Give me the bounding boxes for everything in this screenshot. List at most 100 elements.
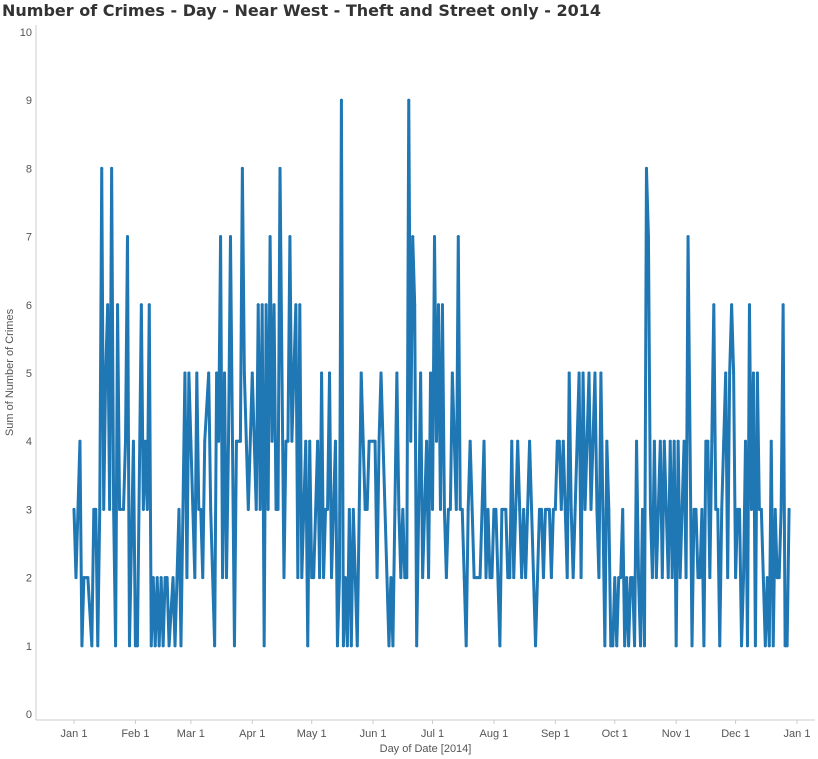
data-point — [763, 644, 767, 648]
data-point — [440, 303, 444, 307]
y-tick-label: 10 — [20, 27, 32, 39]
data-point — [213, 644, 217, 648]
data-point — [355, 644, 359, 648]
data-point — [219, 235, 223, 239]
data-point — [484, 576, 488, 580]
x-tick-label: Jul 1 — [421, 728, 444, 740]
data-point — [591, 439, 595, 443]
data-point — [615, 644, 619, 648]
data-point — [623, 644, 627, 648]
data-point — [80, 644, 84, 648]
data-point — [232, 644, 236, 648]
data-point — [280, 371, 284, 375]
data-point — [522, 507, 526, 511]
data-point — [330, 576, 334, 580]
data-point — [250, 371, 254, 375]
data-point — [504, 507, 508, 511]
data-point — [743, 439, 747, 443]
data-point — [345, 644, 349, 648]
y-axis-title: Sum of Number of Crimes — [4, 308, 16, 436]
data-point — [561, 439, 565, 443]
data-point — [702, 644, 706, 648]
data-point — [742, 576, 746, 580]
data-point — [767, 644, 771, 648]
data-point — [650, 576, 654, 580]
data-point — [486, 507, 490, 511]
data-point — [436, 303, 440, 307]
data-point — [688, 439, 692, 443]
data-point — [331, 507, 335, 511]
data-point — [347, 507, 351, 511]
data-point — [734, 576, 738, 580]
data-point — [359, 371, 363, 375]
y-tick-label: 9 — [26, 95, 32, 107]
x-tick-label: Nov 1 — [662, 728, 691, 740]
data-point — [431, 507, 435, 511]
data-point — [242, 371, 246, 375]
data-point — [256, 303, 260, 307]
x-tick-label: Jan 1 — [61, 728, 88, 740]
data-point — [391, 644, 395, 648]
data-point — [452, 439, 456, 443]
data-point — [676, 439, 680, 443]
data-point — [124, 439, 128, 443]
data-point — [415, 644, 419, 648]
data-point — [419, 371, 423, 375]
data-point — [333, 439, 337, 443]
data-point — [335, 644, 339, 648]
data-point — [468, 439, 472, 443]
data-point — [718, 644, 722, 648]
data-point — [605, 439, 609, 443]
data-point — [520, 576, 524, 580]
data-point — [387, 644, 391, 648]
data-point — [745, 644, 749, 648]
data-point — [728, 371, 732, 375]
data-point — [597, 576, 601, 580]
y-axis-ticks: 0 1 2 3 4 5 6 7 8 9 10 — [20, 27, 32, 721]
data-point — [96, 644, 100, 648]
data-point — [110, 166, 114, 170]
data-point — [490, 576, 494, 580]
data-point — [225, 576, 229, 580]
data-point — [106, 303, 110, 307]
data-point — [686, 235, 690, 239]
data-point — [434, 439, 438, 443]
data-point — [421, 576, 425, 580]
data-point — [498, 644, 502, 648]
data-point — [377, 439, 381, 443]
data-point — [326, 507, 330, 511]
data-point — [379, 371, 383, 375]
y-tick-label: 5 — [26, 368, 32, 380]
data-point — [749, 507, 753, 511]
x-tick-label: Jun 1 — [360, 728, 387, 740]
data-point — [516, 439, 520, 443]
data-point — [730, 303, 734, 307]
data-point — [292, 371, 296, 375]
data-point — [514, 507, 518, 511]
data-point — [389, 576, 393, 580]
data-point — [557, 439, 561, 443]
data-point — [306, 644, 310, 648]
data-point — [244, 439, 248, 443]
data-point — [270, 439, 274, 443]
data-point — [456, 235, 460, 239]
data-point — [678, 576, 682, 580]
data-point — [494, 507, 498, 511]
data-point — [738, 507, 742, 511]
x-axis-ticks: Jan 1 Feb 1 Mar 1 Apr 1 May 1 Jun 1 Jul 1 Aug 1… — [61, 720, 810, 740]
data-point — [367, 439, 371, 443]
data-point — [496, 576, 500, 580]
data-point — [314, 507, 318, 511]
data-point — [581, 371, 585, 375]
data-point — [308, 439, 312, 443]
data-point — [627, 644, 631, 648]
data-point — [652, 439, 656, 443]
y-tick-label: 8 — [26, 163, 32, 175]
data-point — [553, 507, 557, 511]
data-point — [399, 576, 403, 580]
data-point — [361, 439, 365, 443]
data-point — [349, 644, 353, 648]
data-point — [78, 439, 82, 443]
data-point — [189, 439, 193, 443]
data-point — [777, 576, 781, 580]
